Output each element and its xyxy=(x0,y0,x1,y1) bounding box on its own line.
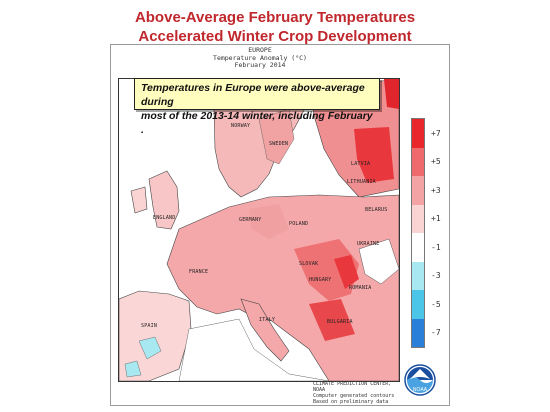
northeast-hot-zone xyxy=(384,79,399,109)
label-france: FRANCE xyxy=(189,269,209,275)
legend-swatch-minus-5 xyxy=(412,290,424,319)
legend-swatch-plus-7 xyxy=(412,119,424,148)
noaa-logo-graphic: NOAA xyxy=(404,364,436,396)
legend-label-minus-3: -3 xyxy=(431,271,441,280)
callout-line-2: most of the 2013-14 winter, including Fe… xyxy=(141,110,373,136)
legend-label-plus-3: +3 xyxy=(431,186,441,195)
label-belarus: BELARUS xyxy=(365,207,388,213)
map-header: EUROPE Temperature Anomaly (°C) February… xyxy=(110,46,410,70)
label-england: ENGLAND xyxy=(153,215,176,221)
mediterranean-sea xyxy=(178,318,330,381)
germany-poland-warm xyxy=(249,204,289,239)
legend-swatch-minus-3 xyxy=(412,261,424,290)
credit-line-1: CLIMATE PREDICTION CENTER, NOAA xyxy=(313,381,392,393)
color-legend xyxy=(411,118,425,348)
iberia-cool-pocket xyxy=(138,336,162,360)
bulgaria-balkans-hot xyxy=(309,299,355,341)
ireland xyxy=(130,186,148,214)
legend-swatch-plus-3 xyxy=(412,176,424,205)
legend-swatch-minus-7 xyxy=(412,318,424,347)
legend-label-plus-1: +1 xyxy=(431,214,441,223)
southwest-cool-pocket xyxy=(124,360,142,378)
label-hungary: HUNGARY xyxy=(309,277,332,283)
map-region-label: EUROPE xyxy=(248,46,272,54)
legend-label-minus-5: -5 xyxy=(431,300,441,309)
credit-line-2: Computer generated contours xyxy=(313,393,395,399)
map-date-label: February 2014 xyxy=(234,61,286,69)
romania-hot-core xyxy=(334,255,359,289)
legend-label-plus-5: +5 xyxy=(431,157,441,166)
russia-hot-zone xyxy=(354,127,394,183)
label-norway: NORWAY xyxy=(231,123,251,129)
great-britain xyxy=(148,170,180,230)
label-romania: ROMANIA xyxy=(349,285,372,291)
black-sea-neutral-zone xyxy=(358,238,399,285)
noaa-logo: NOAA xyxy=(404,364,436,396)
label-spain: SPAIN xyxy=(141,323,158,329)
noaa-logo-text: NOAA xyxy=(413,387,428,393)
legend-label-minus-7: -7 xyxy=(431,328,441,337)
label-germany: GERMANY xyxy=(239,217,262,223)
legend-swatch-minus-1 xyxy=(412,233,424,262)
italy xyxy=(240,298,290,362)
hungary-romania-warm xyxy=(294,239,359,301)
map-graphic xyxy=(119,79,399,381)
title-line-2: Accelerated Winter Crop Development xyxy=(138,28,412,45)
label-italy: ITALY xyxy=(259,317,276,323)
label-latvia: LATVIA xyxy=(351,161,371,167)
map-variable-label: Temperature Anomaly (°C) xyxy=(213,53,307,62)
legend-swatch-plus-1 xyxy=(412,204,424,233)
label-slovakia: SLOVAK xyxy=(299,261,319,267)
label-lithuania: LITHUANIA xyxy=(347,179,376,185)
label-ukraine: UKRAINE xyxy=(357,241,380,247)
callout-box: Temperatures in Europe were above-averag… xyxy=(134,78,380,136)
temperature-anomaly-map: NORWAY SWEDEN LATVIA LITHUANIA BELARUS E… xyxy=(118,78,400,382)
legend-label-plus-7: +7 xyxy=(431,129,441,138)
slide-title: Above-Average February Temperatures Acce… xyxy=(0,8,550,46)
sweden-warm-zone xyxy=(258,108,295,165)
legend-label-minus-1: -1 xyxy=(431,243,441,252)
credit-line-3: Based on preliminary data xyxy=(313,399,389,405)
map-credit: CLIMATE PREDICTION CENTER, NOAA Computer… xyxy=(313,381,403,405)
title-line-1: Above-Average February Temperatures xyxy=(134,9,416,26)
callout-line-1: Temperatures in Europe were above-averag… xyxy=(141,82,365,108)
legend-swatch-plus-5 xyxy=(412,147,424,176)
label-poland: POLAND xyxy=(289,221,309,227)
label-bulgaria: BULGARIA xyxy=(327,319,353,325)
label-sweden: SWEDEN xyxy=(269,141,289,147)
